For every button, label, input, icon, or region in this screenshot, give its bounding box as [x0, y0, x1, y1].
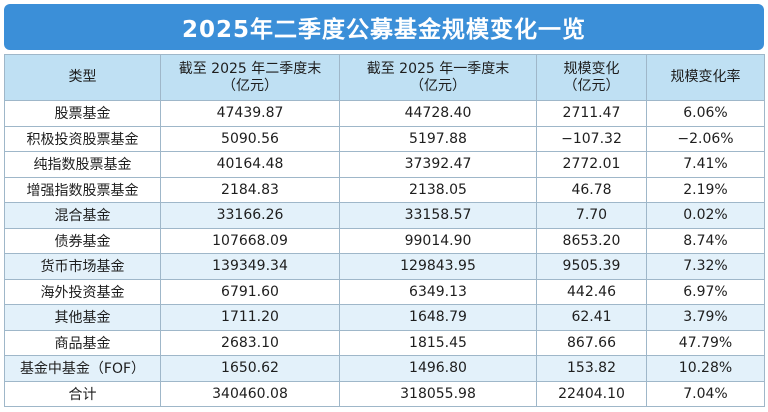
- rate-value-cell: 0.02%: [646, 202, 765, 229]
- title-bar: 2025年二季度公募基金规模变化一览: [4, 4, 764, 50]
- fund-type-cell: 货币市场基金: [4, 253, 161, 280]
- fund-type-cell: 海外投资基金: [4, 278, 161, 305]
- table-row: 基金中基金（FOF） 1650.62 1496.80 153.82 10.28%: [4, 355, 765, 382]
- rate-value-cell: 3.79%: [646, 304, 765, 331]
- q2-value-cell: 139349.34: [160, 253, 340, 280]
- q2-value-cell: 6791.60: [160, 278, 340, 305]
- header-change: 规模变化 （亿元）: [536, 54, 647, 101]
- table-row: 债券基金 107668.09 99014.90 8653.20 8.74%: [4, 227, 765, 254]
- change-value-cell: 2772.01: [536, 151, 647, 178]
- page-title: 2025年二季度公募基金规模变化一览: [181, 17, 586, 43]
- fund-type-cell: 股票基金: [4, 100, 161, 127]
- q2-value-cell: 40164.48: [160, 151, 340, 178]
- fund-type-cell: 增强指数股票基金: [4, 176, 161, 203]
- table-row: 混合基金 33166.26 33158.57 7.70 0.02%: [4, 202, 765, 229]
- rate-value-cell: 8.74%: [646, 227, 765, 254]
- table-row: 货币市场基金 139349.34 129843.95 9505.39 7.32%: [4, 253, 765, 280]
- fund-type-cell: 债券基金: [4, 227, 161, 254]
- rate-value-cell: 10.28%: [646, 355, 765, 382]
- change-value-cell: 8653.20: [536, 227, 647, 254]
- change-value-cell: 46.78: [536, 176, 647, 203]
- rate-value-cell: 6.06%: [646, 100, 765, 127]
- table-body: 股票基金 47439.87 44728.40 2711.47 6.06% 积极投…: [4, 100, 765, 407]
- q2-value-cell: 2184.83: [160, 176, 340, 203]
- header-q1: 截至 2025 年一季度末 （亿元）: [339, 54, 537, 101]
- fund-type-cell: 商品基金: [4, 329, 161, 356]
- q1-value-cell: 2138.05: [339, 176, 537, 203]
- q2-value-cell: 107668.09: [160, 227, 340, 254]
- change-value-cell: 22404.10: [536, 380, 647, 407]
- change-value-cell: −107.32: [536, 125, 647, 152]
- q2-value-cell: 1650.62: [160, 355, 340, 382]
- table-row: 纯指数股票基金 40164.48 37392.47 2772.01 7.41%: [4, 151, 765, 178]
- change-value-cell: 9505.39: [536, 253, 647, 280]
- total-row: 合计 340460.08 318055.98 22404.10 7.04%: [4, 380, 765, 407]
- q1-value-cell: 1496.80: [339, 355, 537, 382]
- change-value-cell: 2711.47: [536, 100, 647, 127]
- change-value-cell: 867.66: [536, 329, 647, 356]
- rate-value-cell: 6.97%: [646, 278, 765, 305]
- fund-type-cell: 合计: [4, 380, 161, 407]
- header-q2: 截至 2025 年二季度末 （亿元）: [160, 54, 340, 101]
- q1-value-cell: 318055.98: [339, 380, 537, 407]
- rate-value-cell: −2.06%: [646, 125, 765, 152]
- table-row: 其他基金 1711.20 1648.79 62.41 3.79%: [4, 304, 765, 331]
- q1-value-cell: 1648.79: [339, 304, 537, 331]
- table-row: 商品基金 2683.10 1815.45 867.66 47.79%: [4, 329, 765, 356]
- q1-value-cell: 37392.47: [339, 151, 537, 178]
- rate-value-cell: 7.04%: [646, 380, 765, 407]
- q1-value-cell: 1815.45: [339, 329, 537, 356]
- change-value-cell: 62.41: [536, 304, 647, 331]
- fund-type-cell: 混合基金: [4, 202, 161, 229]
- change-value-cell: 7.70: [536, 202, 647, 229]
- fund-type-cell: 其他基金: [4, 304, 161, 331]
- q1-value-cell: 5197.88: [339, 125, 537, 152]
- fund-type-cell: 积极投资股票基金: [4, 125, 161, 152]
- table-row: 增强指数股票基金 2184.83 2138.05 46.78 2.19%: [4, 176, 765, 203]
- fund-type-cell: 基金中基金（FOF）: [4, 355, 161, 382]
- q2-value-cell: 340460.08: [160, 380, 340, 407]
- q2-value-cell: 1711.20: [160, 304, 340, 331]
- table-row: 海外投资基金 6791.60 6349.13 442.46 6.97%: [4, 278, 765, 305]
- table-row: 股票基金 47439.87 44728.40 2711.47 6.06%: [4, 100, 765, 127]
- q2-value-cell: 2683.10: [160, 329, 340, 356]
- table-header: 类型 截至 2025 年二季度末 （亿元） 截至 2025 年一季度末 （亿元） 规…: [4, 54, 765, 101]
- header-row: 类型 截至 2025 年二季度末 （亿元） 截至 2025 年一季度末 （亿元） 规…: [4, 54, 765, 101]
- q2-value-cell: 33166.26: [160, 202, 340, 229]
- rate-value-cell: 2.19%: [646, 176, 765, 203]
- change-value-cell: 153.82: [536, 355, 647, 382]
- rate-value-cell: 47.79%: [646, 329, 765, 356]
- change-value-cell: 442.46: [536, 278, 647, 305]
- rate-value-cell: 7.32%: [646, 253, 765, 280]
- q2-value-cell: 5090.56: [160, 125, 340, 152]
- fund-type-cell: 纯指数股票基金: [4, 151, 161, 178]
- q1-value-cell: 6349.13: [339, 278, 537, 305]
- q1-value-cell: 44728.40: [339, 100, 537, 127]
- q1-value-cell: 129843.95: [339, 253, 537, 280]
- header-type: 类型: [4, 54, 161, 101]
- q2-value-cell: 47439.87: [160, 100, 340, 127]
- table-row: 积极投资股票基金 5090.56 5197.88 −107.32 −2.06%: [4, 125, 765, 152]
- rate-value-cell: 7.41%: [646, 151, 765, 178]
- header-rate: 规模变化率: [646, 54, 765, 101]
- q1-value-cell: 33158.57: [339, 202, 537, 229]
- fund-scale-table: 类型 截至 2025 年二季度末 （亿元） 截至 2025 年一季度末 （亿元） 规…: [4, 54, 765, 407]
- q1-value-cell: 99014.90: [339, 227, 537, 254]
